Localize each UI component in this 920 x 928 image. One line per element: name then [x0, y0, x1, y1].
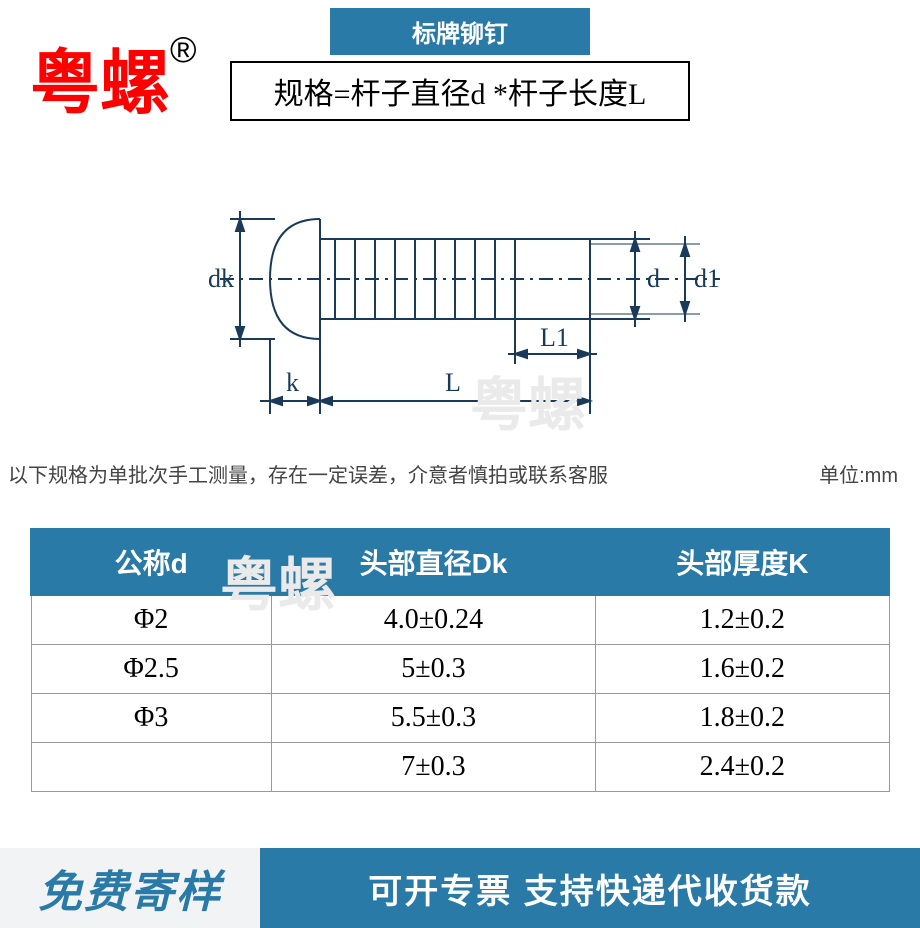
table-row: Φ2 4.0±0.24 1.2±0.2: [31, 595, 889, 645]
footer-banner: 免费寄样 可开专票 支持快递代收货款: [0, 848, 920, 928]
formula-box: 规格=杆子直径d *杆子长度L: [230, 61, 690, 121]
col-k: 头部厚度K: [596, 529, 889, 595]
spec-table: 公称d 头部直径Dk 头部厚度K Φ2 4.0±0.24 1.2±0.2 Φ2.…: [30, 528, 890, 792]
footer-right: 可开专票 支持快递代收货款: [260, 848, 920, 928]
registered-mark: ®: [170, 29, 197, 70]
footer-left: 免费寄样: [0, 848, 260, 928]
label-k: k: [286, 368, 299, 397]
note-text: 以下规格为单批次手工测量，存在一定误差，介意者慎拍或联系客服: [8, 459, 608, 488]
unit-text: 单位:mm: [819, 459, 898, 488]
table-header-row: 公称d 头部直径Dk 头部厚度K: [31, 529, 889, 595]
brand-name: 粤螺: [30, 44, 170, 122]
label-dk: dk: [208, 264, 234, 293]
header-title: 标牌铆钉: [330, 8, 590, 55]
label-d: d: [647, 264, 660, 293]
col-dk: 头部直径Dk: [271, 529, 595, 595]
note-row: 以下规格为单批次手工测量，存在一定误差，介意者慎拍或联系客服 单位:mm: [0, 459, 920, 488]
brand-logo: 粤螺®: [30, 48, 197, 118]
label-d1: d1: [694, 264, 720, 293]
label-L1: L1: [540, 323, 569, 352]
col-d: 公称d: [31, 529, 271, 595]
table-row: Φ3 5.5±0.3 1.8±0.2: [31, 694, 889, 743]
table-row: 7±0.3 2.4±0.2: [31, 743, 889, 792]
label-L: L: [445, 368, 461, 397]
rivet-diagram: dk d d1 k L L1: [160, 139, 760, 439]
table-row: Φ2.5 5±0.3 1.6±0.2: [31, 645, 889, 694]
